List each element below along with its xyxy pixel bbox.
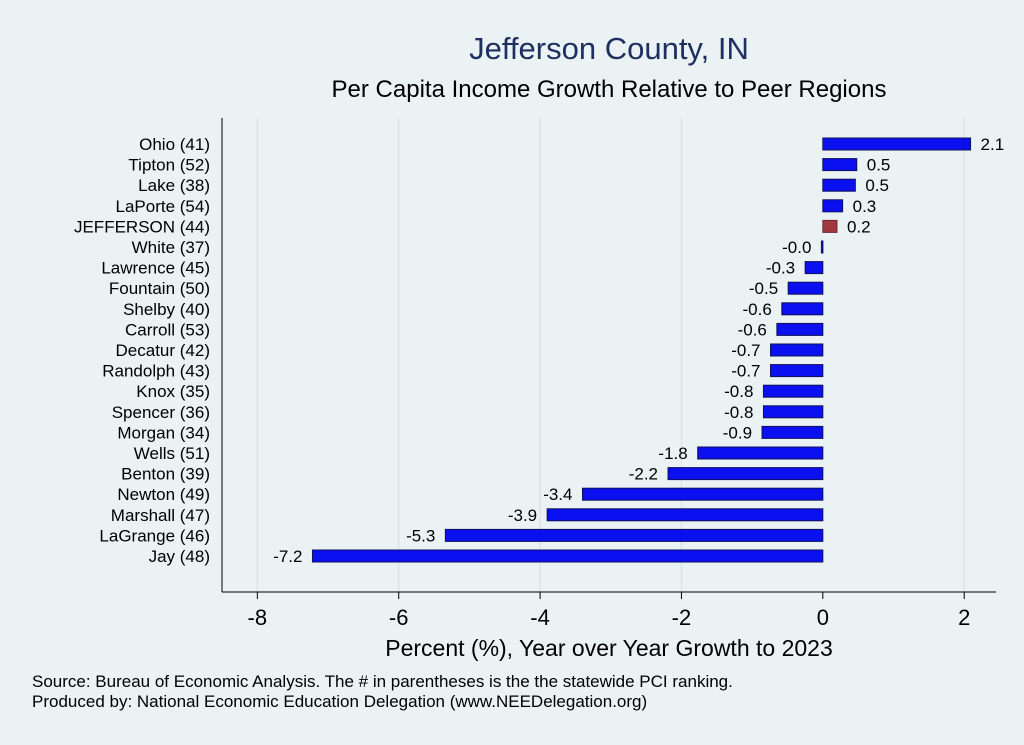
- category-label: LaPorte (54): [116, 197, 211, 216]
- value-label: -0.7: [731, 362, 760, 381]
- bar: [581, 487, 824, 501]
- value-labels: 2.10.50.50.30.2-0.0-0.3-0.5-0.6-0.6-0.7-…: [273, 135, 1004, 566]
- category-labels: Ohio (41) Tipton (52)Lake (38) LaPorte (54…: [74, 135, 210, 566]
- bar: [761, 425, 824, 439]
- axes: -8 -6 -4 -2 0 2: [221, 118, 996, 630]
- category-label: Newton (49): [117, 485, 210, 504]
- category-label: White (37): [132, 238, 210, 257]
- category-label: Shelby (40): [123, 300, 210, 319]
- x-tick-label: 0: [817, 605, 829, 630]
- category-label: Decatur (42): [116, 341, 210, 360]
- x-tick-label: 2: [958, 605, 970, 630]
- bar: [822, 178, 856, 192]
- bar: [546, 508, 824, 522]
- bar: [762, 384, 824, 398]
- value-label: -1.8: [658, 444, 687, 463]
- category-label: Wells (51): [134, 444, 210, 463]
- bar: [776, 322, 824, 336]
- value-label: -2.2: [629, 465, 658, 484]
- chart-title: Jefferson County, IN: [469, 31, 749, 66]
- value-label: -0.3: [766, 259, 795, 278]
- category-label: Fountain (50): [109, 279, 210, 298]
- value-label: -0.6: [743, 300, 772, 319]
- bar: [787, 281, 824, 295]
- category-label: Tipton (52): [128, 156, 210, 175]
- value-label: -0.5: [749, 279, 778, 298]
- source-note: Source: Bureau of Economic Analysis. The…: [32, 672, 733, 691]
- bar: [311, 549, 824, 563]
- producer-note: Produced by: National Economic Education…: [32, 692, 648, 711]
- x-axis-label: Percent (%), Year over Year Growth to 20…: [385, 635, 833, 661]
- category-label: Marshall (47): [111, 506, 210, 525]
- value-label: -0.8: [724, 403, 753, 422]
- bar: [822, 199, 844, 213]
- value-label: 0.5: [865, 176, 889, 195]
- value-label: -0.7: [731, 341, 760, 360]
- value-label: -3.9: [508, 506, 537, 525]
- category-label: Lawrence (45): [101, 259, 210, 278]
- bar: [804, 261, 824, 275]
- category-label: Benton (39): [121, 465, 210, 484]
- x-tick-label: -8: [248, 605, 268, 630]
- bar: [770, 343, 824, 357]
- category-label: Morgan (34): [117, 423, 210, 442]
- category-label: Spencer (36): [112, 403, 210, 422]
- bar: [822, 158, 858, 172]
- category-label: Jay (48): [149, 547, 210, 566]
- value-label: -0.0: [782, 238, 811, 257]
- value-label: -0.6: [738, 320, 767, 339]
- x-tick-label: -6: [389, 605, 409, 630]
- category-label: JEFFERSON (44): [74, 217, 210, 236]
- value-label: 0.3: [853, 197, 877, 216]
- chart-subtitle: Per Capita Income Growth Relative to Pee…: [332, 76, 887, 103]
- value-label: 0.2: [847, 217, 871, 236]
- bar: [667, 467, 824, 481]
- value-label: -5.3: [406, 526, 435, 545]
- category-label: Ohio (41): [139, 135, 210, 154]
- value-label: -7.2: [273, 547, 302, 566]
- bar: [781, 302, 824, 316]
- bar: [770, 364, 824, 378]
- bar: [697, 446, 824, 460]
- bar: [822, 219, 838, 233]
- value-label: -0.8: [724, 382, 753, 401]
- category-label: Randolph (43): [102, 362, 210, 381]
- value-label: -3.4: [543, 485, 572, 504]
- category-label: LaGrange (46): [99, 526, 210, 545]
- category-label: Lake (38): [138, 176, 210, 195]
- bars-group: [311, 137, 972, 563]
- value-label: -0.9: [723, 423, 752, 442]
- value-label: 2.1: [981, 135, 1005, 154]
- bar: [762, 405, 824, 419]
- bar: [444, 528, 824, 542]
- x-tick-label: -4: [530, 605, 550, 630]
- x-tick-label: -2: [672, 605, 692, 630]
- bar: [820, 240, 824, 254]
- category-label: Carroll (53): [125, 320, 210, 339]
- value-label: 0.5: [867, 156, 891, 175]
- bar: [822, 137, 972, 151]
- category-label: Knox (35): [136, 382, 210, 401]
